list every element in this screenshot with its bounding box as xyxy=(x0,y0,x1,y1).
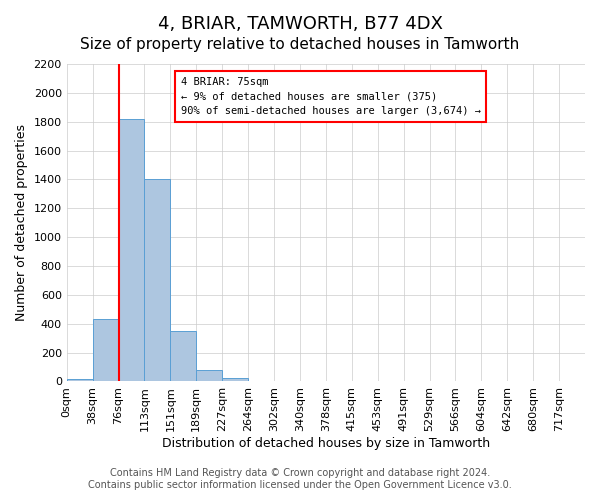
Text: 4, BRIAR, TAMWORTH, B77 4DX: 4, BRIAR, TAMWORTH, B77 4DX xyxy=(157,15,443,33)
Bar xyxy=(170,331,196,382)
Bar xyxy=(222,378,248,382)
Text: Contains HM Land Registry data © Crown copyright and database right 2024.
Contai: Contains HM Land Registry data © Crown c… xyxy=(88,468,512,490)
Bar xyxy=(248,380,274,382)
Bar xyxy=(67,378,92,382)
Text: 4 BRIAR: 75sqm
← 9% of detached houses are smaller (375)
90% of semi-detached ho: 4 BRIAR: 75sqm ← 9% of detached houses a… xyxy=(181,76,481,116)
X-axis label: Distribution of detached houses by size in Tamworth: Distribution of detached houses by size … xyxy=(162,437,490,450)
Text: Size of property relative to detached houses in Tamworth: Size of property relative to detached ho… xyxy=(80,38,520,52)
Bar xyxy=(196,370,222,382)
Y-axis label: Number of detached properties: Number of detached properties xyxy=(15,124,28,321)
Bar xyxy=(92,320,119,382)
Bar xyxy=(145,180,170,382)
Bar xyxy=(119,119,145,382)
